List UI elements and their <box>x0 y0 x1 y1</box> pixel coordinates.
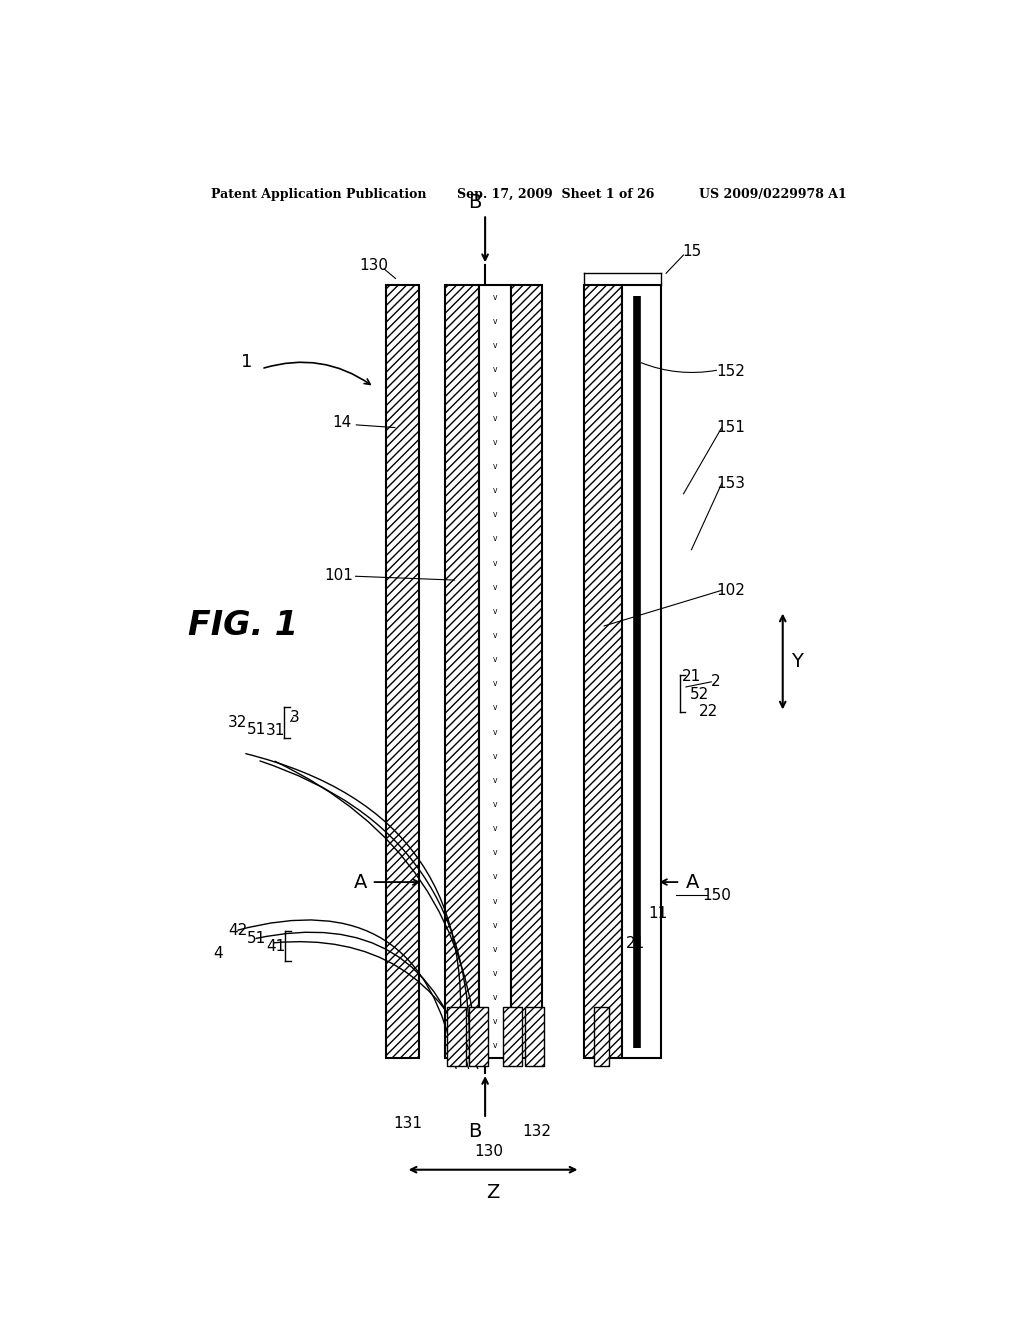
Text: 51: 51 <box>247 722 266 737</box>
Text: US 2009/0229978 A1: US 2009/0229978 A1 <box>699 189 847 202</box>
Text: v: v <box>493 800 497 809</box>
Text: Patent Application Publication: Patent Application Publication <box>211 189 427 202</box>
Bar <box>503 1007 521 1067</box>
Text: 3: 3 <box>290 710 300 725</box>
Text: v: v <box>493 438 497 447</box>
Text: v: v <box>493 486 497 495</box>
Text: 42: 42 <box>228 924 247 939</box>
Text: Z: Z <box>486 1183 500 1201</box>
Text: v: v <box>493 535 497 544</box>
Text: v: v <box>493 413 497 422</box>
Text: 130: 130 <box>474 1144 504 1159</box>
Text: v: v <box>493 1041 497 1051</box>
Bar <box>594 1007 609 1067</box>
Text: B: B <box>468 193 481 211</box>
Text: 4: 4 <box>213 945 222 961</box>
Text: 132: 132 <box>522 1123 551 1139</box>
Text: v: v <box>493 389 497 399</box>
Bar <box>469 1007 488 1067</box>
Text: A: A <box>685 873 699 891</box>
Text: v: v <box>493 317 497 326</box>
Text: v: v <box>493 945 497 954</box>
Text: v: v <box>493 969 497 978</box>
Text: 22: 22 <box>699 704 719 719</box>
Text: 101: 101 <box>324 568 352 582</box>
Text: v: v <box>493 631 497 640</box>
Text: 151: 151 <box>717 420 745 436</box>
Text: v: v <box>493 680 497 688</box>
Text: B: B <box>468 1122 481 1140</box>
Bar <box>524 1007 544 1067</box>
Text: v: v <box>493 293 497 302</box>
Text: 14: 14 <box>333 416 352 430</box>
Text: FIG. 1: FIG. 1 <box>187 610 298 643</box>
Text: v: v <box>493 896 497 906</box>
Text: v: v <box>493 727 497 737</box>
Bar <box>447 1007 466 1067</box>
Text: 2: 2 <box>711 675 720 689</box>
Text: v: v <box>493 776 497 785</box>
Text: 21: 21 <box>682 669 701 684</box>
Text: v: v <box>493 655 497 664</box>
Bar <box>585 285 623 1057</box>
Bar <box>479 285 511 1057</box>
Text: v: v <box>493 704 497 713</box>
Text: v: v <box>493 366 497 375</box>
Text: v: v <box>493 1018 497 1026</box>
Text: v: v <box>493 462 497 471</box>
Text: 32: 32 <box>227 715 247 730</box>
Text: 150: 150 <box>702 888 731 903</box>
Text: 31: 31 <box>266 723 286 738</box>
Text: 131: 131 <box>393 1117 422 1131</box>
Text: 15: 15 <box>682 244 701 260</box>
Text: v: v <box>493 342 497 350</box>
Text: v: v <box>493 607 497 616</box>
Text: 11: 11 <box>648 906 668 921</box>
Text: v: v <box>493 558 497 568</box>
Bar <box>445 285 479 1057</box>
Text: Sep. 17, 2009  Sheet 1 of 26: Sep. 17, 2009 Sheet 1 of 26 <box>458 189 654 202</box>
Text: v: v <box>493 993 497 1002</box>
Text: 41: 41 <box>266 939 286 953</box>
Text: 152: 152 <box>717 364 745 379</box>
Text: Y: Y <box>792 652 803 671</box>
Text: 153: 153 <box>717 477 745 491</box>
Bar <box>386 285 419 1057</box>
Bar <box>511 285 543 1057</box>
Text: A: A <box>354 873 368 891</box>
Text: v: v <box>493 920 497 929</box>
Text: v: v <box>493 873 497 882</box>
Text: v: v <box>493 824 497 833</box>
Text: 21: 21 <box>627 936 645 950</box>
Bar <box>623 285 660 1057</box>
Text: v: v <box>493 751 497 760</box>
Text: 51: 51 <box>247 932 266 946</box>
Text: v: v <box>493 849 497 857</box>
Text: v: v <box>493 511 497 519</box>
Text: 102: 102 <box>717 583 745 598</box>
Text: 52: 52 <box>690 686 709 701</box>
Text: 1: 1 <box>242 352 253 371</box>
Text: v: v <box>493 582 497 591</box>
Text: 130: 130 <box>359 257 388 273</box>
